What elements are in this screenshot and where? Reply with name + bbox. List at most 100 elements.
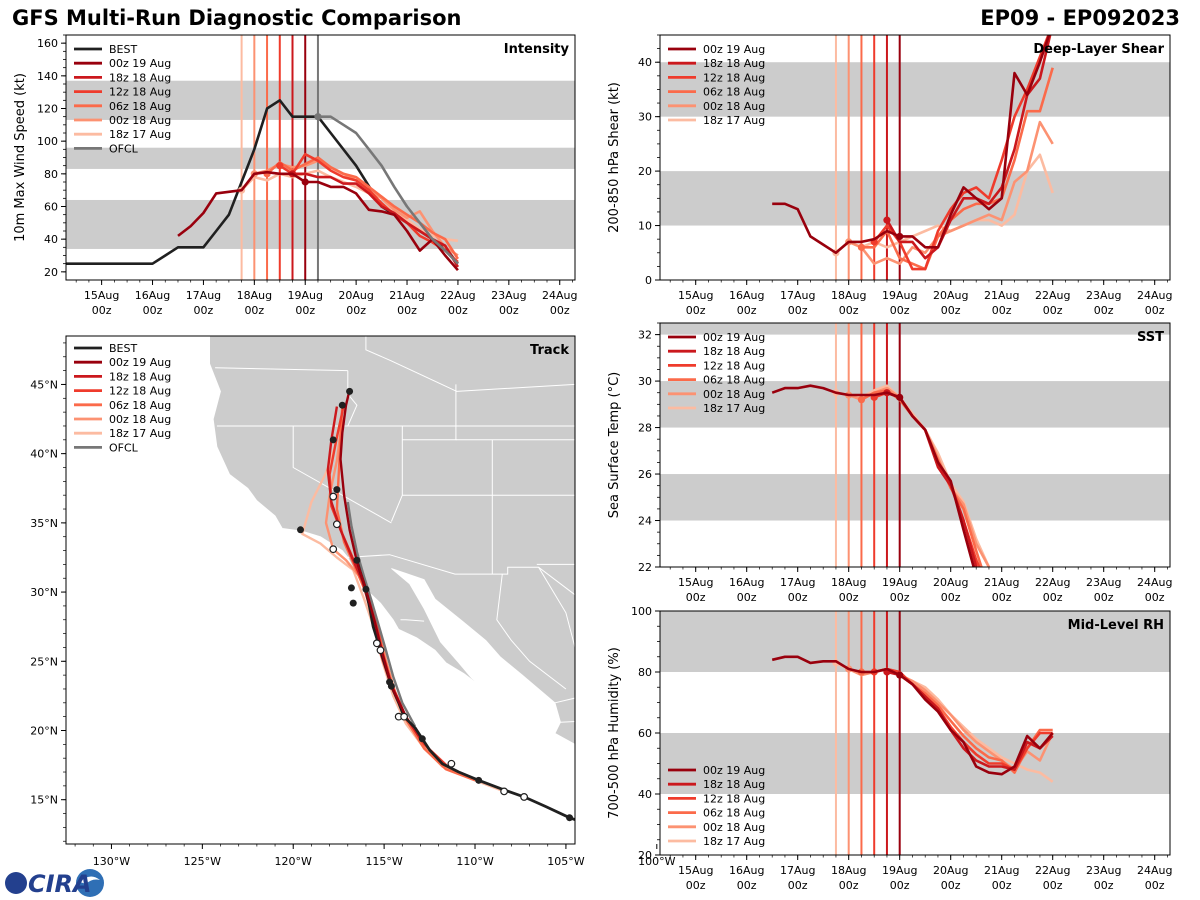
x-tick-label: 23Aug xyxy=(1086,864,1121,877)
threshold-band xyxy=(66,199,575,249)
cira-logo: CIRA xyxy=(5,869,104,898)
track-panel: 130°W 125°W 120°W 115°W 110°W 105°W 100°W 15°N 2… xyxy=(30,335,676,868)
border-line xyxy=(554,697,575,704)
legend-label: 12z 18 Aug xyxy=(703,792,765,805)
x-tick-label: 20Aug xyxy=(933,289,968,302)
x-tick-label: 130°W xyxy=(93,855,130,868)
panel-title: Deep-Layer Shear xyxy=(1033,42,1164,57)
threshold-band xyxy=(660,733,1170,794)
x-tick-label: 20Aug xyxy=(933,576,968,589)
x-tick-label: 00z xyxy=(941,591,961,604)
x-tick-label: 00z xyxy=(1145,879,1165,892)
border-line xyxy=(400,619,425,622)
x-tick-label: 00z xyxy=(92,304,112,317)
x-tick-label: 16Aug xyxy=(135,289,170,302)
x-tick-label: 15Aug xyxy=(678,576,713,589)
y-tick-label: 40 xyxy=(638,788,652,801)
x-tick-label: 00z xyxy=(839,591,859,604)
legend-label: 00z 18 Aug xyxy=(109,413,171,426)
legend-label: 12z 18 Aug xyxy=(109,86,171,99)
track-point xyxy=(418,735,426,743)
y-tick-label: 100 xyxy=(37,135,58,148)
x-tick-label: 24Aug xyxy=(542,289,577,302)
track-point-open xyxy=(400,712,409,721)
x-tick-label: 00z xyxy=(499,304,519,317)
y-tick-label: 30 xyxy=(638,375,652,388)
legend-label: 06z 18 Aug xyxy=(703,86,765,99)
y-tick-label: 22 xyxy=(638,561,652,574)
intensity-plot-area xyxy=(66,35,575,280)
logo-swirl-icon xyxy=(76,869,104,897)
y-tick-label: 10 xyxy=(638,220,652,233)
x-tick-label: 24Aug xyxy=(1137,289,1172,302)
x-tick-label: 100°W xyxy=(638,855,675,868)
x-tick-label: 16Aug xyxy=(729,289,764,302)
logo-globe-icon xyxy=(5,872,27,894)
series-point xyxy=(314,113,322,121)
x-tick-label: 00z xyxy=(737,591,757,604)
series-point xyxy=(857,243,866,251)
legend-label: BEST xyxy=(109,43,137,56)
x-tick-label: 17Aug xyxy=(780,864,815,877)
x-tick-label: 115°W xyxy=(365,855,402,868)
y-tick-label: 40°N xyxy=(30,448,58,461)
track-point xyxy=(362,585,370,593)
x-tick-label: 17Aug xyxy=(780,289,815,302)
legend-label: 12z 18 Aug xyxy=(703,359,765,372)
y-tick-label: 35°N xyxy=(30,517,58,530)
legend-label: 18z 17 Aug xyxy=(109,427,171,440)
legend-label: 18z 18 Aug xyxy=(109,71,171,84)
y-tick-label: 24 xyxy=(638,515,652,528)
x-tick-label: 15Aug xyxy=(678,289,713,302)
y-tick-label: 120 xyxy=(37,103,58,116)
legend-label: 00z 18 Aug xyxy=(703,388,765,401)
y-tick-label: 15°N xyxy=(30,794,58,807)
track-point-open xyxy=(500,787,509,796)
x-tick-label: 00z xyxy=(788,304,808,317)
x-tick-label: 22Aug xyxy=(1035,289,1070,302)
legend-label: BEST xyxy=(109,342,137,355)
page-title: GFS Multi-Run Diagnostic Comparison xyxy=(12,6,462,30)
track-point-open xyxy=(332,520,341,529)
legend-label: 00z 19 Aug xyxy=(703,331,765,344)
x-tick-label: 00z xyxy=(143,304,163,317)
track-point xyxy=(347,584,355,592)
threshold-band xyxy=(660,611,1170,672)
y-tick-label: 20°N xyxy=(30,724,58,737)
x-tick-label: 00z xyxy=(839,879,859,892)
x-tick-label: 00z xyxy=(346,304,366,317)
x-tick-label: 16Aug xyxy=(729,864,764,877)
panel-title: Track xyxy=(530,343,569,358)
y-tick-label: 20 xyxy=(638,165,652,178)
shear-plot-area xyxy=(660,35,1170,280)
track-point xyxy=(346,387,354,395)
x-tick-label: 00z xyxy=(890,591,910,604)
series-line xyxy=(177,170,459,272)
legend-label: 00z 19 Aug xyxy=(109,356,171,369)
x-tick-label: 120°W xyxy=(275,855,312,868)
legend-label: 00z 18 Aug xyxy=(703,100,765,113)
border-line xyxy=(496,574,567,690)
series-line xyxy=(772,35,1051,255)
border-line xyxy=(292,426,392,524)
x-tick-label: 00z xyxy=(448,304,468,317)
legend-label: 06z 18 Aug xyxy=(703,807,765,820)
logo-swirl-mark xyxy=(80,876,100,884)
series-line xyxy=(771,384,976,567)
x-tick-label: 24Aug xyxy=(1137,864,1172,877)
x-tick-label: 20Aug xyxy=(933,864,968,877)
x-tick-label: 00z xyxy=(686,304,706,317)
track-point-open xyxy=(447,759,456,768)
x-tick-label: 105°W xyxy=(547,855,584,868)
series-line xyxy=(848,120,1054,266)
x-tick-label: 00z xyxy=(941,879,961,892)
y-tick-label: 45°N xyxy=(30,378,58,391)
x-tick-label: 18Aug xyxy=(831,289,866,302)
border-line xyxy=(538,566,575,648)
series-point xyxy=(896,393,904,401)
track-point xyxy=(386,678,394,686)
y-tick-label: 80 xyxy=(638,666,652,679)
x-tick-label: 00z xyxy=(1145,304,1165,317)
x-tick-label: 00z xyxy=(737,879,757,892)
